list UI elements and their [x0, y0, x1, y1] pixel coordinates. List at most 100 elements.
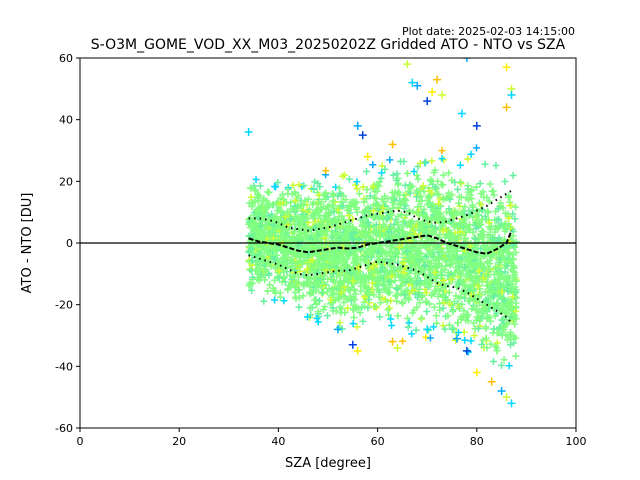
scatter-point: [360, 293, 368, 301]
scatter-point: [479, 238, 487, 246]
scatter-point: [263, 222, 271, 230]
scatter-point: [301, 270, 309, 278]
scatter-point: [356, 271, 364, 279]
scatter-point: [450, 324, 458, 332]
scatter-point: [349, 320, 357, 328]
scatter-point: [273, 251, 281, 259]
scatter-point: [449, 308, 457, 316]
scatter-point: [501, 268, 509, 276]
scatter-point: [376, 313, 384, 321]
scatter-point: [448, 325, 456, 333]
scatter-point: [455, 304, 463, 312]
scatter-point: [444, 269, 452, 277]
scatter-point: [393, 297, 401, 305]
scatter-point: [256, 182, 264, 190]
scatter-point: [361, 228, 369, 236]
scatter-point: [404, 294, 412, 302]
scatter-point: [330, 191, 338, 199]
scatter-point: [353, 275, 361, 283]
scatter-point: [457, 109, 466, 118]
scatter-point: [328, 286, 336, 294]
scatter-point: [388, 337, 397, 346]
scatter-point: [250, 240, 258, 248]
scatter-point: [400, 291, 408, 299]
scatter-point: [322, 167, 330, 175]
scatter-point: [289, 181, 297, 189]
scatter-point: [260, 214, 268, 222]
scatter-point: [340, 219, 348, 227]
scatter-point: [304, 195, 312, 203]
scatter-point: [430, 303, 438, 311]
scatter-point: [475, 293, 483, 301]
scatter-point: [353, 185, 361, 193]
scatter-point: [358, 131, 367, 140]
scatter-point: [338, 198, 346, 206]
scatter-point: [497, 258, 505, 266]
scatter-point: [397, 231, 405, 239]
scatter-point: [378, 162, 386, 170]
scatter-point: [419, 182, 427, 190]
scatter-point: [414, 246, 422, 254]
scatter-point: [312, 281, 320, 289]
scatter-point: [342, 196, 350, 204]
scatter-point: [431, 215, 439, 223]
scatter-point: [474, 282, 482, 290]
scatter-point: [281, 233, 289, 241]
x-tick-label: 80: [470, 435, 484, 448]
scatter-point: [438, 91, 447, 99]
scatter-point: [466, 242, 474, 250]
scatter-point: [275, 267, 283, 275]
scatter-point: [374, 247, 382, 255]
scatter-point: [433, 319, 441, 327]
scatter-point: [291, 188, 299, 196]
scatter-point: [303, 214, 311, 222]
scatter-point: [323, 227, 331, 235]
scatter-point: [467, 150, 475, 158]
scatter-point: [492, 263, 500, 271]
scatter-point: [459, 221, 467, 229]
scatter-point: [353, 121, 362, 130]
scatter-point: [374, 277, 382, 285]
scatter-point: [339, 202, 347, 210]
scatter-point: [444, 296, 452, 304]
scatter-point: [490, 325, 498, 333]
scatter-point: [376, 244, 384, 252]
scatter-point: [404, 323, 412, 331]
scatter-point: [505, 362, 513, 370]
scatter-point: [314, 308, 322, 316]
scatter-point: [346, 292, 354, 300]
scatter-point: [345, 175, 353, 183]
scatter-point: [457, 193, 465, 201]
scatter-point: [427, 178, 435, 186]
scatter-point: [412, 290, 420, 298]
scatter-point: [437, 223, 445, 231]
scatter-point: [271, 276, 279, 284]
scatter-point: [409, 240, 417, 248]
scatter-point: [469, 213, 477, 221]
scatter-point: [280, 297, 288, 305]
scatter-point: [388, 272, 396, 280]
scatter-point: [394, 312, 402, 320]
scatter-point: [343, 275, 351, 283]
scatter-point: [398, 262, 406, 270]
scatter-point: [413, 209, 421, 217]
scatter-point: [433, 75, 442, 84]
scatter-point: [274, 178, 282, 186]
scatter-point: [479, 274, 487, 282]
scatter-point: [499, 281, 507, 289]
scatter-point: [265, 189, 273, 197]
scatter-point: [507, 201, 515, 209]
scatter-point: [492, 222, 500, 230]
scatter-point: [311, 224, 319, 232]
scatter-point: [245, 281, 253, 289]
scatter-point: [378, 264, 386, 272]
scatter-point: [363, 186, 371, 194]
scatter-point: [481, 288, 489, 296]
scatter-point: [434, 200, 442, 208]
scatter-point: [491, 276, 499, 284]
scatter-point: [416, 159, 424, 167]
scatter-point: [373, 180, 381, 188]
scatter-point: [424, 240, 432, 248]
scatter-point: [259, 196, 267, 204]
